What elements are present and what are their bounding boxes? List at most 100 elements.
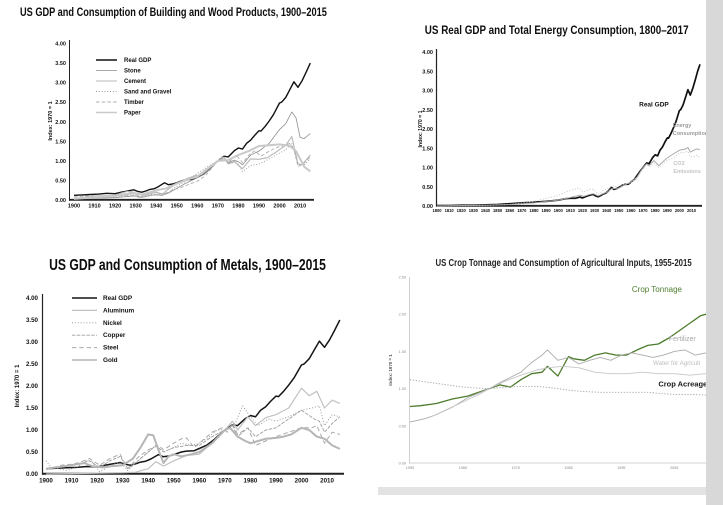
x-tick-label: 1940 xyxy=(150,204,162,210)
series-annotation: CO2 xyxy=(673,161,684,167)
x-tick-label: 1960 xyxy=(191,204,203,210)
x-tick-label: 1840 xyxy=(481,208,491,213)
y-tick-label: 4.00 xyxy=(422,50,433,56)
x-tick-label: 2000 xyxy=(295,478,309,485)
x-tick-label: 1910 xyxy=(65,478,79,485)
series-annotation: Fertilizer xyxy=(669,336,697,343)
y-tick-label: 2.00 xyxy=(26,383,39,390)
x-tick-label: 1930 xyxy=(590,208,600,213)
x-tick-label: 1920 xyxy=(578,208,588,213)
x-tick-label: 1960 xyxy=(626,208,636,213)
x-tick-label: 2005 xyxy=(670,466,678,470)
x-tick-label: 2010 xyxy=(320,478,334,485)
y-axis-title: Index: 1970 = 1 xyxy=(418,110,424,147)
y-tick-label: 0.50 xyxy=(422,185,433,191)
legend-label: Cement xyxy=(124,79,146,85)
y-tick-label: 2.50 xyxy=(399,276,406,280)
x-tick-label: 2000 xyxy=(675,208,685,213)
y-tick-label: 1.50 xyxy=(26,405,39,412)
x-tick-label: 1890 xyxy=(542,208,552,213)
series-annotation: Emissions xyxy=(673,169,701,175)
y-tick-label: 1.00 xyxy=(26,427,39,434)
chart-title-metals: US GDP and Consumption of Metals, 1900–2… xyxy=(49,257,326,274)
x-tick-label: 1940 xyxy=(141,478,155,485)
series-line-stone xyxy=(73,111,311,200)
x-tick-label: 2000 xyxy=(273,204,285,210)
x-tick-label: 1950 xyxy=(171,204,183,210)
x-tick-label: 1910 xyxy=(566,208,576,213)
y-tick-label: 2.00 xyxy=(55,120,66,126)
y-tick-label: 1.00 xyxy=(55,159,66,165)
x-tick-label: 1930 xyxy=(130,204,142,210)
chart-title-energy: US Real GDP and Total Energy Consumption… xyxy=(424,23,689,37)
x-tick-label: 1970 xyxy=(218,478,232,485)
x-tick-label: 1970 xyxy=(638,208,648,213)
panel-divider xyxy=(378,487,706,495)
x-tick-label: 1830 xyxy=(469,208,479,213)
y-tick-label: 3.00 xyxy=(422,89,433,95)
series-line-water-for-agriculture xyxy=(430,365,706,418)
x-tick-label: 1810 xyxy=(445,208,455,213)
y-tick-label: 2.00 xyxy=(399,313,406,317)
x-tick-label: 1900 xyxy=(39,478,53,485)
chart-title-crops: US Crop Tonnage and Consumption of Agric… xyxy=(435,258,692,269)
series-line-real-gdp xyxy=(73,62,311,196)
chart-panel-metals: 0.00 0.50 1.00 1.50 2.00 2.50 3.00 3.50 4.00 1900… xyxy=(0,250,375,505)
x-tick-label: 1985 xyxy=(564,466,572,470)
y-tick-label: 0.50 xyxy=(399,424,406,428)
x-tick-label: 1860 xyxy=(505,208,515,213)
y-axis-title: Index: 1970 = 1 xyxy=(388,354,393,386)
series-annotation: Water for Agricult xyxy=(653,360,701,367)
series-line-fertilizer xyxy=(409,349,706,423)
x-tick-label: 1930 xyxy=(116,478,130,485)
y-tick-label: 2.50 xyxy=(55,100,66,106)
y-tick-label: 1.50 xyxy=(55,139,66,145)
y-axis-title: Index: 1970 = 1 xyxy=(48,101,54,140)
x-tick-label: 1920 xyxy=(90,478,104,485)
series-line-crop-acreage xyxy=(409,379,706,396)
legend-label: Nickel xyxy=(103,320,122,327)
legend-label: Stone xyxy=(124,69,141,75)
series-line-real-gdp xyxy=(437,64,701,207)
series-annotation: Energy xyxy=(673,123,693,129)
x-tick-label: 1900 xyxy=(68,204,80,210)
x-tick-label: 1990 xyxy=(269,478,283,485)
x-tick-label: 1940 xyxy=(602,208,612,213)
legend-label: Real GDP xyxy=(103,295,133,302)
y-tick-label: 3.50 xyxy=(55,61,66,67)
chart-canvas-metals: 0.00 0.50 1.00 1.50 2.00 2.50 3.00 3.50 4.00 1900… xyxy=(15,294,344,485)
x-tick-label: 2010 xyxy=(294,204,306,210)
legend-label: Sand and Gravel xyxy=(124,90,172,96)
x-tick-label: 1965 xyxy=(459,466,467,470)
y-tick-label: 1.50 xyxy=(399,350,406,354)
series-line-energy-consumption xyxy=(436,147,701,207)
y-tick-label: 3.50 xyxy=(26,317,39,324)
y-axis-title: Index: 1970 = 1 xyxy=(15,364,21,408)
x-tick-label: 1950 xyxy=(614,208,624,213)
legend-label: Aluminum xyxy=(103,307,135,314)
legend-label: Gold xyxy=(103,357,118,364)
legend-label: Timber xyxy=(124,100,145,106)
y-tick-label: 1.00 xyxy=(399,387,406,391)
series-annotation: Consumption xyxy=(673,131,706,137)
y-tick-label: 4.00 xyxy=(55,42,66,48)
chart-panel-crops: 0.00 0.50 1.00 1.50 2.00 2.50 1955 1965 1975 1985… xyxy=(378,253,706,505)
series-line-nickel xyxy=(45,405,340,473)
legend-label: Copper xyxy=(103,332,126,339)
series-line-timber xyxy=(73,142,311,199)
series-line-crop-tonnage xyxy=(409,313,706,408)
x-tick-label: 1960 xyxy=(192,478,206,485)
series-line-cement xyxy=(73,136,311,199)
y-tick-label: 0.00 xyxy=(26,471,39,478)
y-tick-label: 0.50 xyxy=(26,449,39,456)
series-annotation: Real GDP xyxy=(639,102,669,109)
chart-canvas-crops: 0.00 0.50 1.00 1.50 2.00 2.50 1955 1965 1975 1985… xyxy=(388,276,706,470)
x-tick-label: 1990 xyxy=(253,204,265,210)
y-tick-label: 1.50 xyxy=(422,146,433,152)
legend-label: Real GDP xyxy=(124,58,151,64)
series-line-paper xyxy=(73,143,311,200)
x-tick-label: 1980 xyxy=(651,208,661,213)
series-line-sand-and-gravel xyxy=(73,142,311,201)
x-tick-label: 1995 xyxy=(617,466,625,470)
